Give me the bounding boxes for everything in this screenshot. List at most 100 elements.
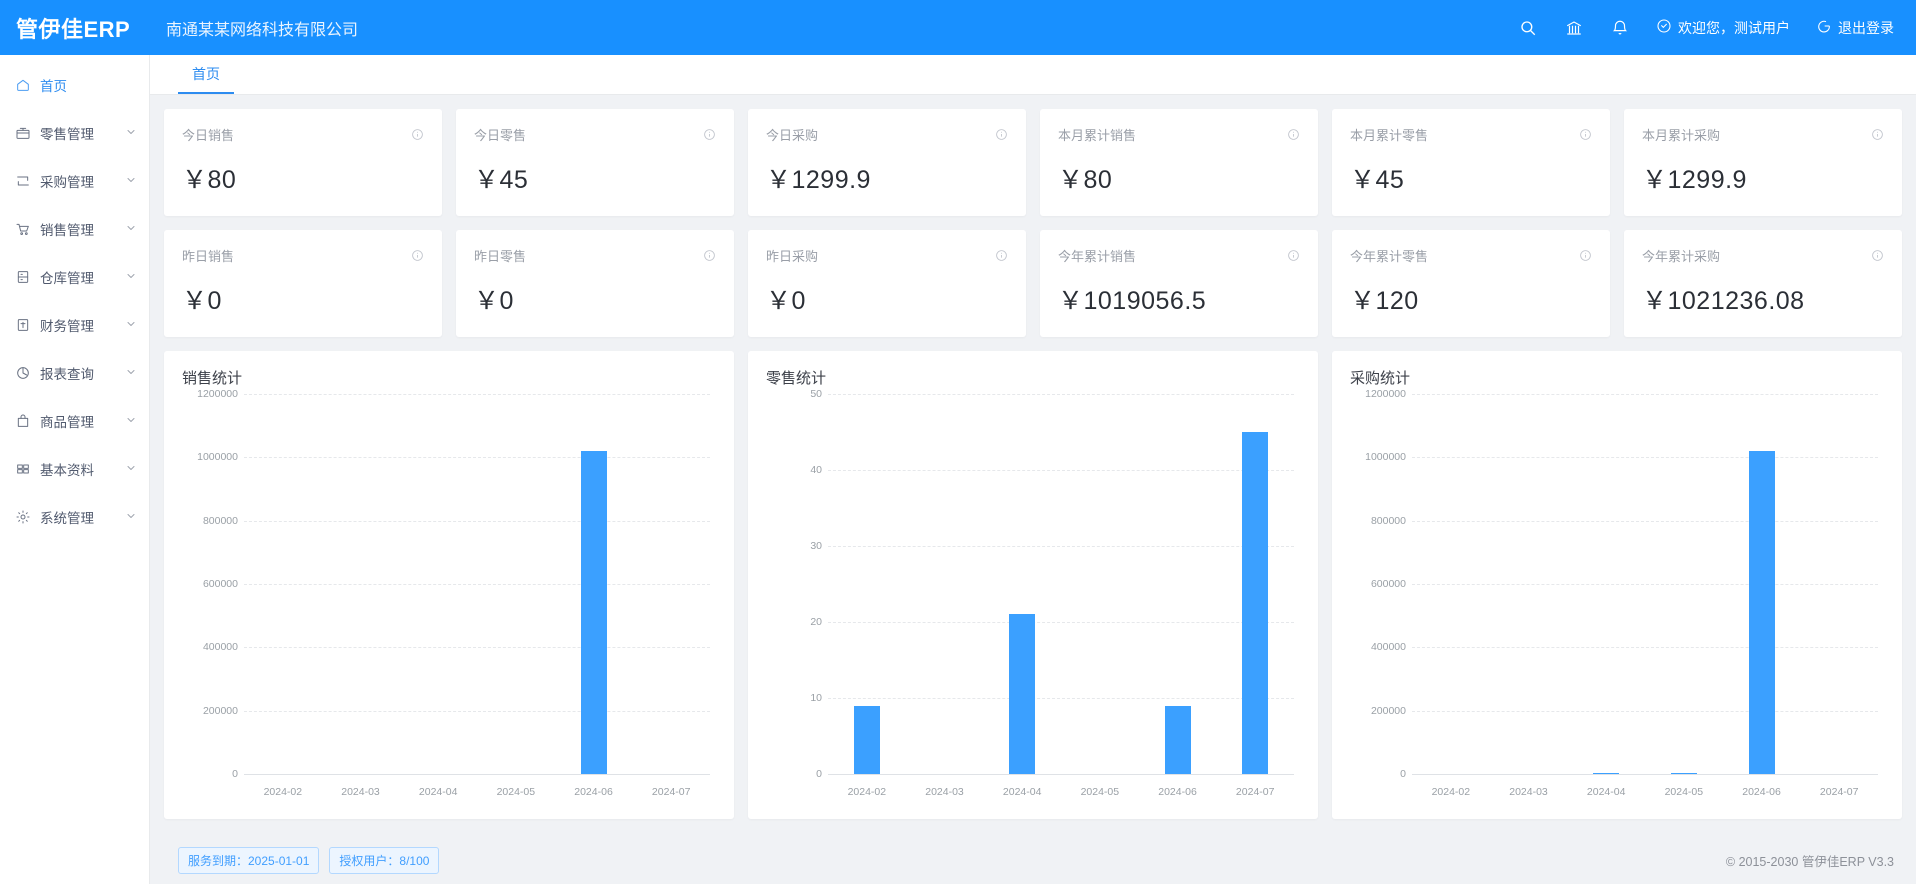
stat-card-value: ￥1299.9 — [1642, 166, 1747, 194]
chevron-down-icon[interactable] — [125, 126, 137, 141]
logout-button[interactable]: 退出登录 — [1816, 18, 1894, 38]
bar-slot[interactable] — [244, 394, 322, 774]
chevron-down-icon[interactable] — [125, 318, 137, 333]
bar-slot[interactable] — [477, 394, 555, 774]
chart-card-0: 销售统计 0 200000 400000 600000 800000 1000000 1200… — [164, 351, 734, 819]
bar-slot[interactable] — [632, 394, 710, 774]
stat-card-label: 今年累计销售 — [1058, 249, 1137, 264]
bar-slot[interactable] — [555, 394, 633, 774]
sidebar-item-label: 基本资料 — [40, 463, 94, 478]
info-icon[interactable] — [1579, 249, 1592, 262]
copyright: © 2015-2030 管伊佳ERP V3.3 — [1725, 854, 1894, 869]
bar[interactable] — [1009, 614, 1036, 774]
x-tick-label: 2024-03 — [925, 786, 964, 798]
bar-slot[interactable] — [1216, 394, 1294, 774]
bar-slot[interactable] — [1723, 394, 1801, 774]
info-icon[interactable] — [1871, 249, 1884, 262]
bar-slot[interactable] — [1800, 394, 1878, 774]
info-icon[interactable] — [703, 249, 716, 262]
gridline — [1412, 457, 1878, 459]
stat-card-header: 今年累计销售 — [1058, 246, 1300, 265]
stat-card: 今日采购 ￥1299.9 — [748, 109, 1026, 216]
stat-card-value: ￥1019056.5 — [1058, 287, 1207, 315]
bar-slot[interactable] — [399, 394, 477, 774]
info-icon[interactable] — [1871, 128, 1884, 141]
sidebar-item-5[interactable]: 财务管理 — [0, 301, 149, 349]
bar-slot[interactable] — [1567, 394, 1645, 774]
info-icon[interactable] — [703, 128, 716, 141]
x-tick-label: 2024-04 — [418, 786, 458, 798]
bar[interactable] — [1164, 705, 1191, 774]
info-icon[interactable] — [1579, 128, 1592, 141]
bar-slot[interactable] — [1490, 394, 1568, 774]
bar[interactable] — [853, 705, 880, 774]
sidebar-item-0[interactable]: 首页 — [0, 61, 149, 109]
stat-card-label: 今日零售 — [474, 128, 527, 143]
stat-card: 本月累计零售 ￥45 — [1332, 109, 1610, 216]
stat-card: 今日零售 ￥45 — [456, 109, 734, 216]
sidebar-item-4[interactable]: 仓库管理 — [0, 253, 149, 301]
gridline — [1412, 647, 1878, 649]
bar-slot[interactable] — [983, 394, 1061, 774]
tab-home[interactable]: 首页 — [178, 64, 234, 94]
gridline — [1412, 710, 1878, 712]
gridline — [828, 622, 1294, 623]
bar[interactable] — [1670, 773, 1697, 774]
chevron-down-icon[interactable] — [125, 270, 137, 285]
logout-label: 退出登录 — [1838, 19, 1894, 36]
bar-slot[interactable] — [1139, 394, 1217, 774]
info-icon[interactable] — [1287, 128, 1300, 141]
info-icon[interactable] — [995, 128, 1008, 141]
stat-card: 昨日采购 ￥0 — [748, 230, 1026, 337]
bar[interactable] — [580, 451, 607, 774]
stat-card-value: ￥80 — [182, 166, 237, 194]
bar-slot[interactable] — [1412, 394, 1490, 774]
sidebar-item-9[interactable]: 系统管理 — [0, 493, 149, 541]
user-welcome[interactable]: 欢迎您，测试用户 — [1656, 18, 1790, 38]
logout-icon — [1816, 18, 1832, 37]
chevron-down-icon[interactable] — [125, 510, 137, 525]
chevron-down-icon[interactable] — [125, 174, 137, 189]
info-icon[interactable] — [995, 249, 1008, 262]
info-icon[interactable] — [411, 249, 424, 262]
stat-card-label: 本月累计销售 — [1058, 128, 1137, 143]
company-name: 南通某某网络科技有限公司 — [166, 21, 359, 39]
sidebar-item-label: 销售管理 — [40, 223, 94, 238]
stat-card-value: ￥45 — [1350, 166, 1405, 194]
bar-slot[interactable] — [322, 394, 400, 774]
stat-card-value: ￥1299.9 — [766, 166, 871, 194]
sidebar-item-6[interactable]: 报表查询 — [0, 349, 149, 397]
chevron-down-icon[interactable] — [125, 462, 137, 477]
sidebar-item-1[interactable]: 零售管理 — [0, 109, 149, 157]
chevron-down-icon[interactable] — [125, 414, 137, 429]
sidebar-item-3[interactable]: 销售管理 — [0, 205, 149, 253]
stat-card: 今年累计零售 ￥120 — [1332, 230, 1610, 337]
x-tick-label: 2024-05 — [1664, 786, 1704, 798]
data-icon — [14, 461, 32, 477]
chevron-down-icon[interactable] — [125, 366, 137, 381]
bar[interactable] — [1748, 451, 1775, 774]
info-icon[interactable] — [411, 128, 424, 141]
bar[interactable] — [1242, 432, 1269, 774]
sidebar-item-8[interactable]: 基本资料 — [0, 445, 149, 493]
stat-card-header: 今日零售 — [474, 125, 716, 144]
chevron-down-icon[interactable] — [125, 222, 137, 237]
organization-icon[interactable] — [1564, 18, 1584, 38]
search-icon[interactable] — [1518, 18, 1538, 38]
chart-plot: 0 10 20 30 40 50 2024-02 2024-03 2024-04 2024-05 2… — [766, 388, 1300, 808]
bar-slot[interactable] — [1645, 394, 1723, 774]
sidebar-item-2[interactable]: 采购管理 — [0, 157, 149, 205]
stat-card-header: 今日采购 — [766, 125, 1008, 144]
chart-grid-area — [828, 394, 1294, 775]
chart-title: 销售统计 — [182, 370, 243, 387]
stat-card-label: 本月累计零售 — [1350, 128, 1429, 143]
sidebar-item-7[interactable]: 商品管理 — [0, 397, 149, 445]
bar[interactable] — [1593, 773, 1620, 774]
bar-slot[interactable] — [828, 394, 906, 774]
info-icon[interactable] — [1287, 249, 1300, 262]
bar-slot[interactable] — [1061, 394, 1139, 774]
bell-icon[interactable] — [1610, 18, 1630, 38]
bar-slot[interactable] — [906, 394, 984, 774]
stat-card-value: ￥0 — [474, 287, 514, 315]
